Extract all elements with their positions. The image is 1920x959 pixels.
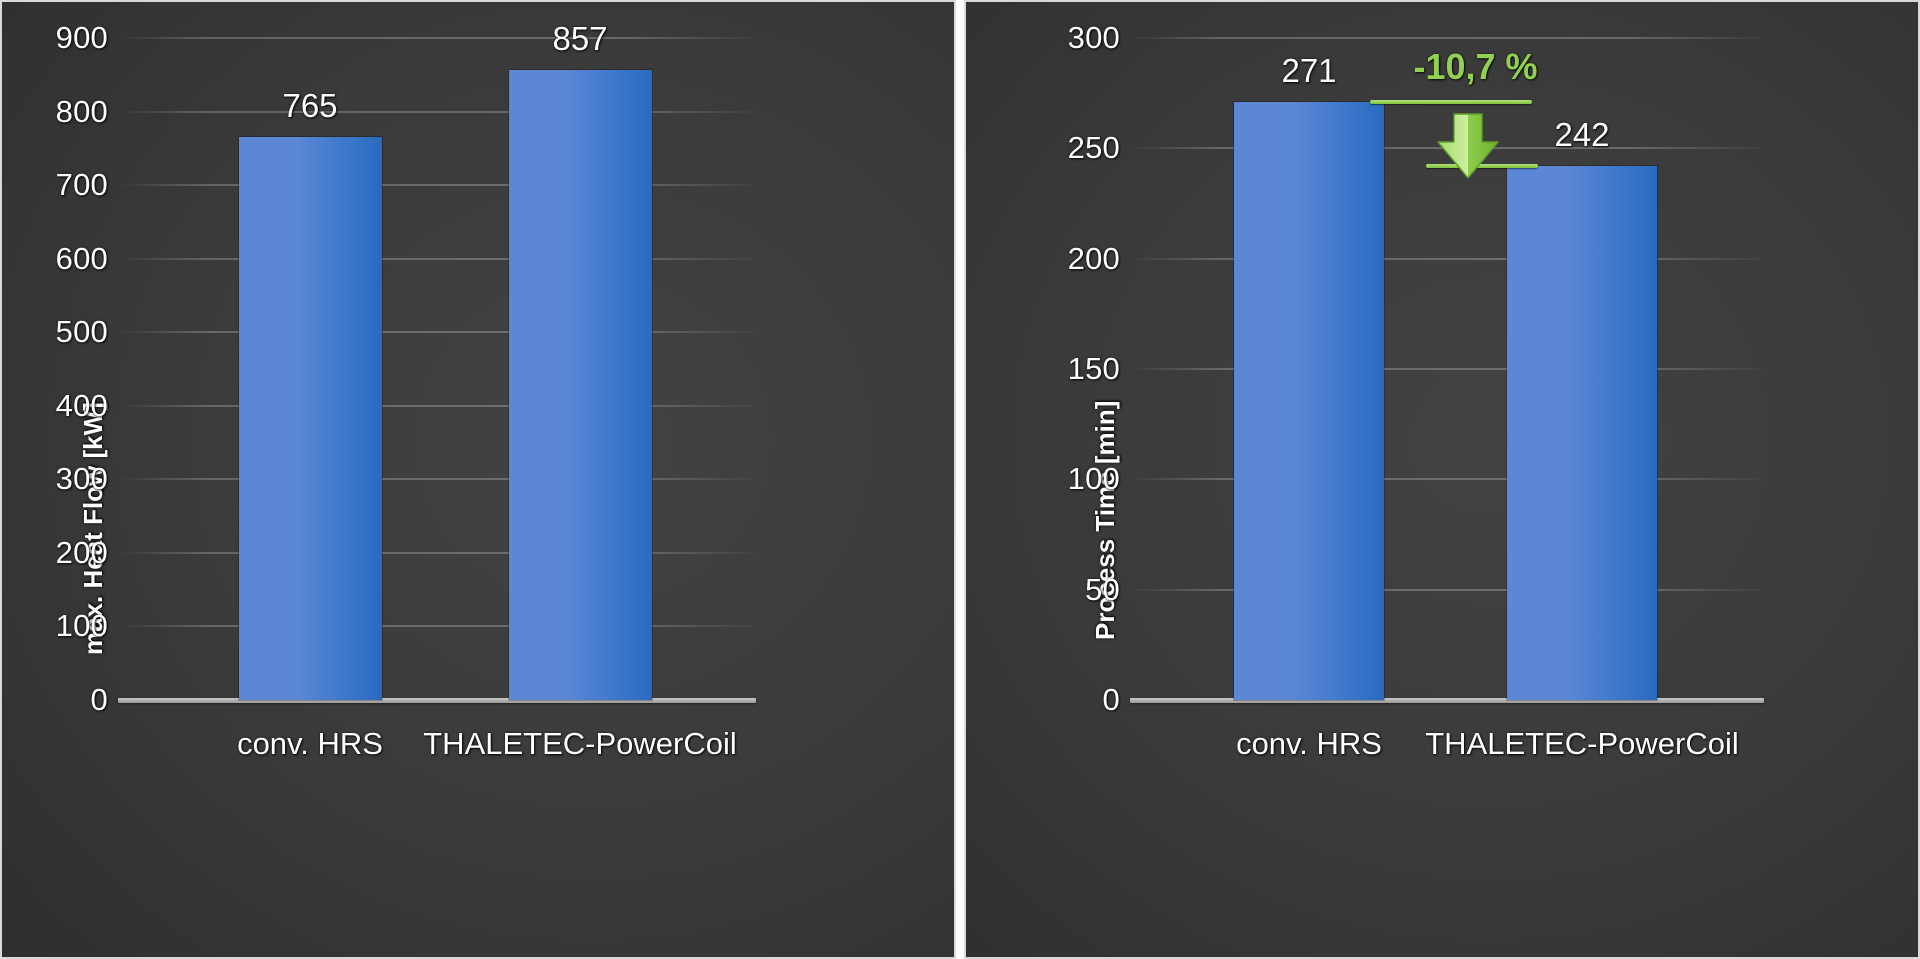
y-axis-tick-label: 0 — [90, 682, 108, 717]
y-axis-tick-label: 300 — [1067, 20, 1120, 55]
bar-value-label: 857 — [552, 19, 608, 57]
bar — [1234, 101, 1384, 700]
y-axis-tick-label: 500 — [55, 314, 108, 350]
y-axis-tick-label: 0 — [1102, 682, 1120, 717]
y-axis-tick-label: 150 — [1067, 351, 1120, 386]
down-arrow-icon — [1436, 112, 1499, 183]
gridline — [118, 184, 756, 187]
reference-line-lower — [1425, 163, 1538, 168]
y-axis-tick-label: 600 — [55, 240, 108, 276]
gridline — [1130, 588, 1764, 591]
bar — [238, 137, 382, 700]
bar-value-label: 765 — [282, 87, 338, 125]
y-axis-tick-label: 300 — [55, 461, 108, 497]
bar-value-label: 271 — [1281, 51, 1337, 89]
x-axis-category-label: THALETEC-PowerCoil — [1425, 726, 1739, 761]
x-axis-line — [1130, 698, 1764, 703]
y-axis-tick-label: 900 — [55, 20, 108, 55]
y-axis-tick-label: 700 — [55, 167, 108, 203]
gridline — [118, 257, 756, 260]
gridline — [118, 625, 756, 628]
panel-divider — [956, 0, 964, 959]
bar-value-label: 242 — [1554, 115, 1610, 153]
y-axis-tick-label: 400 — [55, 387, 108, 423]
gridline — [1130, 37, 1764, 39]
gridline — [118, 110, 756, 113]
x-axis-line — [118, 698, 756, 703]
x-axis-category-label: conv. HRS — [237, 726, 383, 761]
reference-line-upper — [1370, 99, 1532, 104]
y-axis-tick-label: 200 — [55, 534, 108, 570]
gridline — [1130, 257, 1764, 260]
y-axis-tick-label: 100 — [1067, 461, 1120, 497]
gridline — [118, 478, 756, 481]
x-axis-category-label: conv. HRS — [1236, 726, 1382, 761]
y-axis-tick-label: 50 — [1085, 571, 1120, 607]
gridline — [118, 551, 756, 554]
gridline — [1130, 478, 1764, 481]
y-axis-tick-label: 800 — [55, 93, 108, 129]
gridline — [118, 331, 756, 334]
bar — [508, 69, 652, 700]
gridline — [118, 37, 756, 39]
x-axis-category-label: THALETEC-PowerCoil — [423, 726, 737, 761]
y-axis-tick-label: 100 — [55, 608, 108, 644]
chart-panel-process-time: Process Time [min] 0 50 100 150 200 250 300 27… — [964, 0, 1920, 959]
gridline — [118, 404, 756, 407]
gridline — [1130, 368, 1764, 370]
delta-percent-label: -10,7 % — [1413, 45, 1538, 87]
chart-panel-heat-flow: max. Heat Flow [kW] 0 100 200 300 400 500 600 7… — [0, 0, 956, 959]
y-axis-tick-label: 250 — [1067, 130, 1120, 166]
bar — [1507, 165, 1657, 700]
y-axis-tick-label: 200 — [1067, 240, 1120, 276]
